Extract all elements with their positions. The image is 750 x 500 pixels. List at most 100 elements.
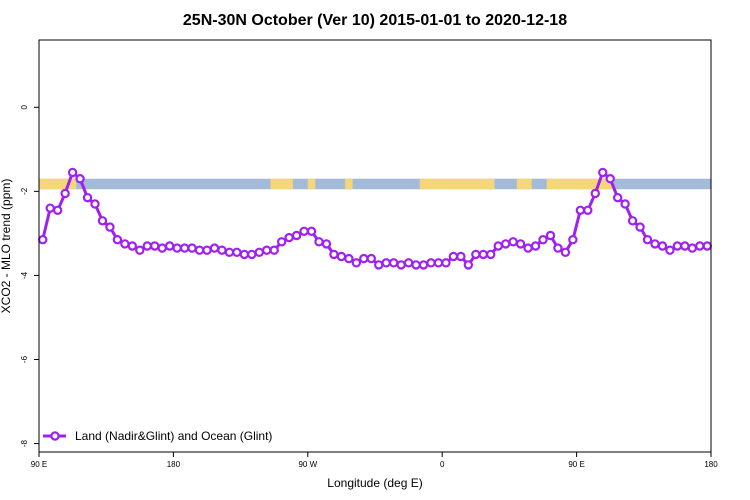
- data-point: [426, 258, 436, 268]
- y-tick-label: -2: [20, 187, 29, 195]
- land-segment: [345, 178, 353, 190]
- data-point: [478, 249, 488, 260]
- data-point: [433, 258, 444, 268]
- data-point: [359, 253, 369, 264]
- plot-frame: [38, 39, 712, 453]
- data-point: [508, 237, 518, 247]
- data-point: [448, 251, 459, 262]
- data-point: [52, 205, 63, 215]
- data-point: [500, 239, 511, 249]
- data-point: [120, 239, 130, 249]
- data-point: [687, 243, 698, 253]
- data-point: [306, 226, 317, 236]
- y-tick-label: 0: [20, 104, 29, 109]
- land-segment: [307, 178, 316, 190]
- y-tick-label: -6: [20, 355, 29, 363]
- data-point: [217, 245, 227, 255]
- data-point: [605, 174, 615, 184]
- data-point: [553, 243, 563, 253]
- data-point: [665, 245, 675, 255]
- data-point: [164, 241, 175, 251]
- data-point: [344, 253, 354, 264]
- data-point: [90, 199, 100, 209]
- data-point: [523, 243, 533, 253]
- data-point: [336, 251, 347, 262]
- data-point: [366, 253, 376, 264]
- data-point: [590, 188, 600, 199]
- data-point: [247, 249, 257, 260]
- data-point: [657, 241, 668, 251]
- data-point: [388, 258, 399, 268]
- data-point: [680, 241, 690, 251]
- series-layer: [38, 167, 712, 270]
- data-point: [276, 237, 287, 247]
- data-point: [97, 216, 108, 226]
- data-point: [232, 247, 242, 258]
- x-tick-label: 180: [704, 460, 718, 469]
- data-point: [620, 199, 630, 209]
- x-axis: 90 E 180 90 W 0 90 E 180: [31, 452, 718, 469]
- data-point: [329, 249, 339, 260]
- data-point: [202, 245, 212, 255]
- x-tick-label: 180: [167, 460, 181, 469]
- data-point: [374, 260, 384, 270]
- data-point: [209, 243, 220, 253]
- data-point: [38, 234, 48, 245]
- data-point: [60, 188, 70, 199]
- data-point: [441, 258, 451, 268]
- data-point: [403, 258, 414, 268]
- data-point: [75, 174, 85, 184]
- x-tick-label: 90 E: [31, 460, 47, 469]
- data-point: [142, 241, 152, 251]
- y-tick-label: -4: [20, 271, 29, 279]
- data-point: [291, 230, 302, 241]
- data-point: [262, 245, 272, 255]
- data-point: [45, 203, 55, 213]
- y-axis: 0 -2 -4 -6 -8: [20, 104, 39, 447]
- land-segment: [270, 178, 293, 190]
- data-point: [695, 241, 705, 251]
- land-segment: [39, 178, 77, 190]
- land-ocean-band: [39, 178, 711, 190]
- data-point: [583, 205, 593, 215]
- data-point: [299, 226, 309, 236]
- data-point: [650, 239, 660, 249]
- data-point: [172, 243, 182, 253]
- legend-label: Land (Nadir&Glint) and Ocean (Glint): [75, 429, 272, 443]
- data-point: [486, 249, 496, 260]
- data-point: [254, 247, 264, 258]
- data-point: [642, 234, 653, 245]
- data-point: [187, 243, 197, 253]
- data-point: [284, 232, 294, 243]
- data-point: [269, 245, 279, 255]
- x-tick-label: 90 W: [298, 460, 317, 469]
- data-point: [239, 249, 250, 260]
- land-segment: [419, 178, 495, 190]
- data-point: [314, 237, 324, 247]
- data-point: [127, 241, 138, 251]
- data-point: [396, 260, 406, 270]
- data-point: [67, 167, 78, 178]
- data-point: [157, 243, 167, 253]
- ocean-band: [39, 178, 711, 190]
- data-point: [351, 258, 362, 268]
- data-point: [530, 241, 541, 251]
- data-point: [105, 222, 115, 232]
- data-point: [194, 245, 205, 255]
- data-point: [538, 234, 548, 245]
- data-point: [575, 205, 586, 215]
- data-point: [112, 234, 123, 245]
- data-point: [381, 258, 391, 268]
- legend-marker: [50, 431, 60, 441]
- data-point: [456, 251, 466, 262]
- data-point: [321, 239, 332, 249]
- chart-title: 25N-30N October (Ver 10) 2015-01-01 to 2…: [183, 12, 567, 29]
- land-segment: [546, 178, 614, 190]
- data-point: [568, 234, 578, 245]
- data-point: [635, 222, 645, 232]
- x-axis-label: Longitude (deg E): [327, 476, 422, 490]
- data-point: [598, 167, 608, 178]
- data-point: [612, 192, 623, 203]
- data-point: [135, 245, 145, 255]
